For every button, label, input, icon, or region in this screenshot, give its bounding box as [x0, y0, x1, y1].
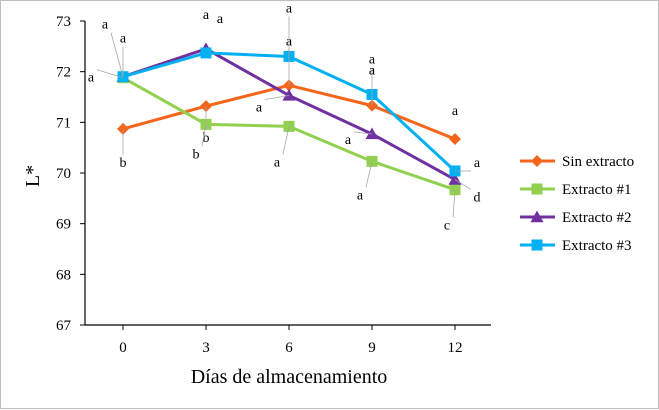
- legend: Sin extracto Extracto #1 Extracto #2 Extrac…: [520, 154, 634, 254]
- data-point: [365, 127, 379, 140]
- significance-label: a: [452, 104, 459, 119]
- y-tick-label: 70: [56, 166, 71, 182]
- legend-label: Extracto #3: [562, 238, 632, 254]
- label-leader-line: [353, 131, 373, 135]
- legend-label: Extracto #1: [562, 182, 632, 198]
- x-tick-label: 3: [202, 340, 210, 356]
- legend-entry: Extracto #1: [520, 182, 632, 198]
- label-leader-line: [201, 124, 207, 147]
- y-tick-label: 73: [56, 14, 71, 30]
- significance-label: a: [369, 63, 376, 78]
- data-point: [531, 155, 543, 167]
- y-tick-label: 71: [56, 115, 71, 131]
- significance-label: a: [286, 1, 293, 16]
- significance-label: a: [474, 156, 481, 171]
- significance-labels: bbaaaabaacaaaadaaaaa: [88, 1, 481, 233]
- significance-label: a: [203, 8, 210, 23]
- y-axis-title: L*: [22, 165, 44, 187]
- y-tick-label: 68: [56, 267, 71, 283]
- label-leader-line: [365, 161, 373, 188]
- label-leader-line: [282, 126, 290, 155]
- significance-label: b: [203, 131, 210, 146]
- significance-label: a: [120, 32, 127, 47]
- y-tick-label: 69: [56, 217, 71, 233]
- x-tick-label: 9: [368, 340, 376, 356]
- significance-label: a: [345, 133, 352, 148]
- significance-label: a: [357, 188, 364, 203]
- label-leader-line: [452, 189, 456, 218]
- data-point: [282, 88, 296, 101]
- data-point: [200, 47, 212, 59]
- x-tick-label: 0: [119, 340, 127, 356]
- x-tick-label: 6: [285, 340, 293, 356]
- significance-label: a: [217, 12, 224, 27]
- significance-label: a: [369, 53, 376, 68]
- data-point: [531, 239, 543, 251]
- legend-entry: Extracto #3: [520, 238, 632, 254]
- label-leader-line: [264, 95, 290, 100]
- data-point: [531, 183, 543, 195]
- label-leader-line: [96, 69, 124, 79]
- data-point: [283, 120, 295, 132]
- label-leader-line: [454, 179, 472, 190]
- significance-label: c: [444, 219, 450, 234]
- significance-label: b: [120, 156, 127, 171]
- significance-label: a: [88, 71, 95, 86]
- legend-label: Extracto #2: [562, 210, 632, 226]
- legend-label: Sin extracto: [562, 154, 634, 170]
- significance-label: a: [256, 100, 263, 115]
- legend-entry: Extracto #2: [520, 210, 632, 226]
- y-tick-label: 67: [56, 318, 72, 334]
- x-tick-label: 12: [448, 340, 463, 356]
- data-point: [449, 133, 461, 146]
- data-point: [530, 210, 544, 223]
- label-leader-line: [110, 32, 124, 77]
- significance-label: a: [102, 18, 109, 33]
- x-axis-title: Días de almacenamiento: [191, 366, 388, 388]
- significance-label: d: [474, 191, 481, 206]
- y-tick-label: 72: [56, 65, 71, 81]
- significance-label: a: [274, 155, 281, 170]
- legend-entry: Sin extracto: [520, 154, 634, 170]
- significance-label: b: [193, 147, 200, 162]
